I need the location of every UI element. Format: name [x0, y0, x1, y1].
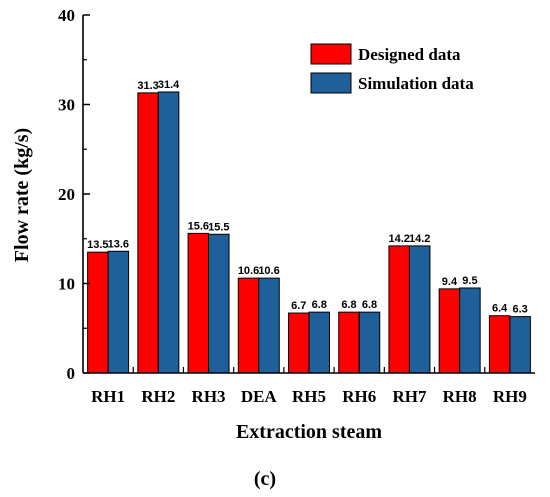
bar-designed-dea — [237, 277, 260, 374]
bar-simulation-rh1 — [107, 250, 130, 374]
bars-layer — [87, 91, 531, 374]
bar-designed-rh8 — [438, 288, 461, 374]
data-label-designed-rh9: 6.4 — [492, 303, 508, 315]
y-tick-label-40: 40 — [58, 6, 75, 25]
y-tick-label-0: 0 — [67, 364, 76, 383]
bar-designed-rh9 — [488, 315, 511, 374]
data-label-simulation-rh3: 15.5 — [208, 221, 229, 233]
data-label-simulation-rh6: 6.8 — [362, 299, 377, 311]
data-label-designed-rh8: 9.4 — [442, 276, 458, 288]
x-tick-label-rh8: RH8 — [443, 387, 477, 406]
bar-designed-rh3 — [187, 232, 210, 374]
legend-swatch-simulation — [310, 72, 352, 94]
legend-swatch-designed — [310, 43, 352, 65]
bar-designed-rh6 — [338, 311, 360, 374]
data-label-simulation-rh9: 6.3 — [512, 304, 527, 316]
legend: Designed data Simulation data — [310, 43, 474, 94]
bar-designed-rh7 — [388, 245, 410, 374]
data-label-designed-rh5: 6.7 — [291, 300, 306, 312]
bar-simulation-dea — [258, 277, 280, 374]
x-axis-title: Extraction steam — [236, 421, 382, 443]
bar-simulation-rh5 — [308, 311, 330, 374]
y-axis-title: Flow rate (kg/s) — [11, 128, 33, 262]
y-tick-label-30: 30 — [58, 96, 75, 115]
bar-designed-rh2 — [137, 92, 159, 374]
bar-simulation-rh3 — [208, 233, 230, 374]
data-labels-layer: 13.5 13.6 31.3 31.4 15.6 15.5 10.6 10.6 6.7 6.8 6.… — [87, 79, 528, 316]
data-label-designed-dea: 10.6 — [238, 265, 259, 277]
y-tick-label-10: 10 — [58, 275, 75, 294]
y-tick-label-20: 20 — [58, 185, 75, 204]
data-label-designed-rh3: 15.6 — [188, 220, 209, 232]
x-tick-label-rh7: RH7 — [392, 387, 427, 406]
data-label-simulation-rh2: 31.4 — [158, 79, 180, 91]
data-label-designed-rh6: 6.8 — [341, 299, 356, 311]
axes-layer: RH1 RH2 RH3 DEA RH5 RH6 RH7 RH8 RH9 0 10 20 30 40 — [58, 6, 535, 406]
x-tick-label-rh1: RH1 — [91, 387, 125, 406]
x-tick-label-dea: DEA — [241, 387, 278, 406]
x-tick-label-rh2: RH2 — [141, 387, 175, 406]
x-tick-label-rh9: RH9 — [493, 387, 527, 406]
bar-simulation-rh6 — [358, 311, 381, 374]
bar-simulation-rh2 — [157, 91, 180, 374]
data-label-designed-rh1: 13.5 — [87, 239, 108, 251]
x-tick-label-rh5: RH5 — [292, 387, 326, 406]
data-label-simulation-dea: 10.6 — [258, 265, 279, 277]
bar-simulation-rh8 — [459, 287, 481, 374]
data-label-simulation-rh5: 6.8 — [312, 299, 327, 311]
bar-simulation-rh7 — [408, 245, 431, 374]
legend-label-designed: Designed data — [358, 45, 461, 64]
data-label-simulation-rh8: 9.5 — [462, 275, 477, 287]
bar-simulation-rh9 — [509, 316, 531, 374]
legend-label-simulation: Simulation data — [358, 74, 474, 93]
x-tick-label-rh6: RH6 — [342, 387, 376, 406]
data-label-designed-rh7: 14.2 — [388, 233, 409, 245]
data-label-simulation-rh1: 13.6 — [108, 238, 129, 250]
data-label-designed-rh2: 31.3 — [137, 80, 158, 92]
bar-designed-rh1 — [87, 251, 109, 374]
x-tick-label-rh3: RH3 — [192, 387, 226, 406]
data-label-simulation-rh7: 14.2 — [409, 233, 430, 245]
bar-designed-rh5 — [288, 312, 310, 374]
panel-label: (c) — [254, 468, 276, 490]
